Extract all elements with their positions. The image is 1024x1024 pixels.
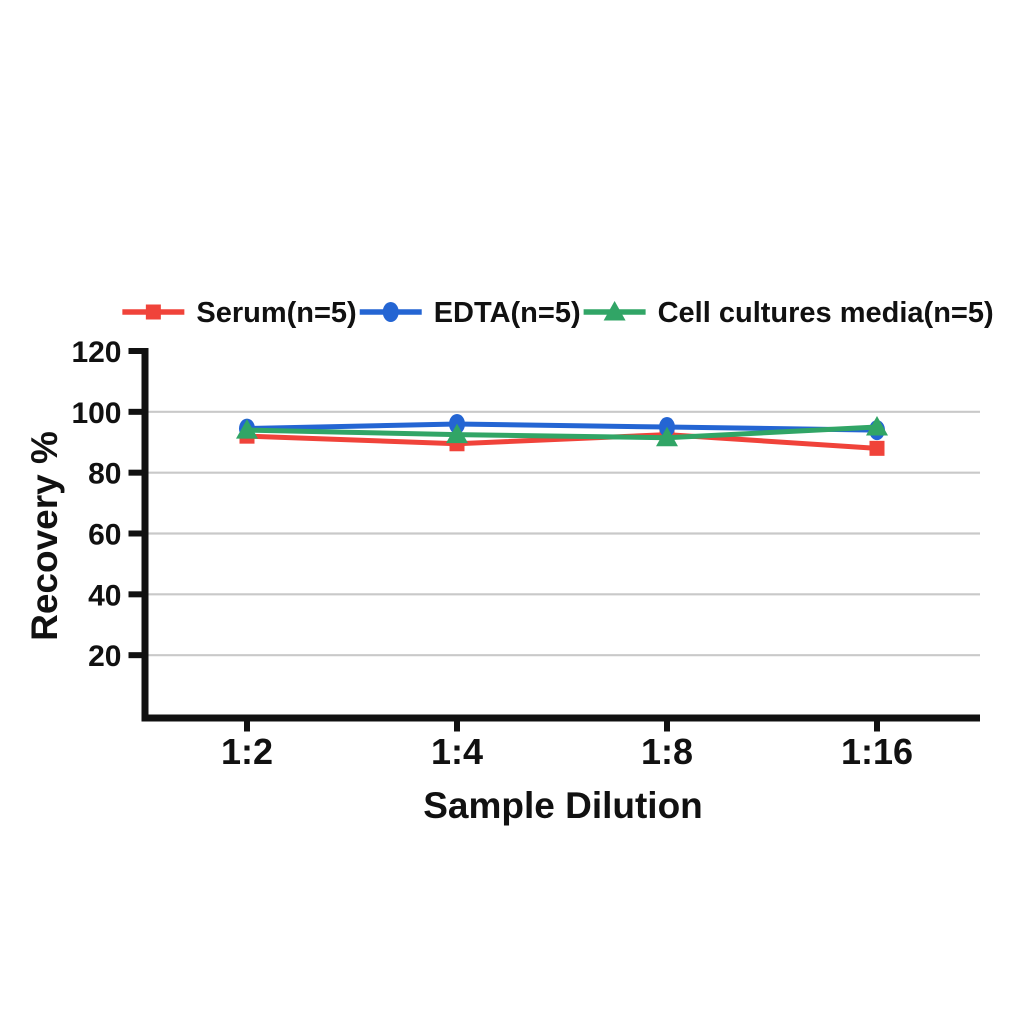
series-line — [246, 432, 878, 451]
series-group — [236, 414, 888, 456]
x-tick-label: 1:16 — [841, 731, 913, 772]
legend-item: EDTA(n=5) — [359, 297, 581, 329]
series-line — [246, 421, 878, 433]
x-tick-label: 1:8 — [641, 731, 693, 772]
legend-item: Serum(n=5) — [122, 297, 357, 329]
marker-triangle-legend — [603, 301, 626, 321]
series-line — [246, 424, 878, 441]
legend-label: EDTA(n=5) — [434, 297, 581, 329]
y-axis-title: Recovery % — [24, 431, 65, 641]
marker-triangle — [656, 426, 678, 447]
y-tick-label: 40 — [88, 579, 121, 612]
legend-label: Serum(n=5) — [196, 297, 356, 329]
x-tick-label: 1:2 — [221, 731, 273, 772]
marker-triangle — [446, 423, 468, 444]
marker-square — [869, 440, 885, 456]
y-tick-label: 80 — [88, 458, 121, 491]
y-tick-label: 120 — [71, 336, 121, 369]
marker-triangle — [866, 416, 888, 436]
y-tick-label: 100 — [71, 397, 121, 430]
x-axis-title: Sample Dilution — [423, 785, 703, 826]
legend-item: Cell cultures media(n=5) — [583, 297, 994, 329]
marker-square-legend — [145, 304, 161, 320]
y-tick-label: 60 — [88, 519, 121, 552]
marker-circle-legend — [382, 302, 399, 322]
legend-label: Cell cultures media(n=5) — [658, 297, 994, 329]
x-tick-label: 1:4 — [431, 731, 483, 772]
gridlines-group — [148, 410, 980, 657]
axes-group: 20 40 60 80 100 120 1:2 1:4 1:8 1:16 — [71, 336, 980, 772]
legend-group: Serum(n=5) EDTA(n=5) Cell cultures media(n… — [122, 297, 994, 329]
y-tick-label: 20 — [88, 640, 121, 673]
marker-triangle — [236, 419, 258, 439]
